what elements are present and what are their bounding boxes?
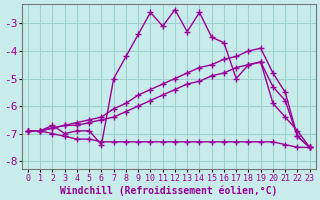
X-axis label: Windchill (Refroidissement éolien,°C): Windchill (Refroidissement éolien,°C) <box>60 185 277 196</box>
